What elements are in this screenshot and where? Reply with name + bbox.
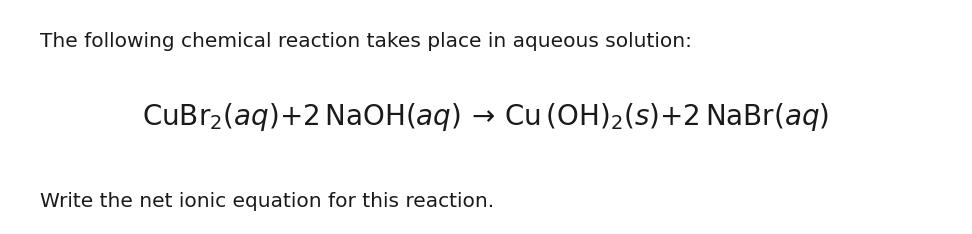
Text: The following chemical reaction takes place in aqueous solution:: The following chemical reaction takes pl…	[40, 32, 691, 51]
Text: Write the net ionic equation for this reaction.: Write the net ionic equation for this re…	[40, 192, 494, 211]
Text: $\mathrm{CuBr_2}$$\mathit{(aq)}$$\mathrm{+2\,NaOH}$$\mathit{(aq)}$$\mathrm{\,\ri: $\mathrm{CuBr_2}$$\mathit{(aq)}$$\mathrm…	[143, 101, 829, 133]
